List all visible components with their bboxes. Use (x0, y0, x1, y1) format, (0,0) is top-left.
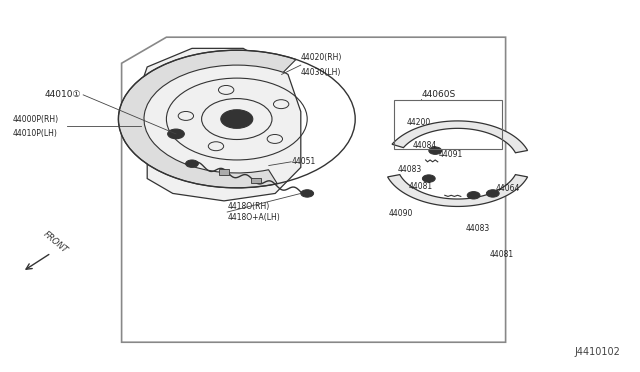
Text: 44084: 44084 (413, 141, 437, 150)
Text: 44060S: 44060S (421, 90, 456, 99)
Circle shape (221, 110, 253, 128)
Text: FRONT: FRONT (42, 230, 69, 255)
Text: 44051: 44051 (291, 157, 316, 166)
Text: 4418O+A(LH): 4418O+A(LH) (227, 213, 280, 222)
Text: 4418O(RH): 4418O(RH) (227, 202, 269, 211)
Text: 44081: 44081 (408, 182, 433, 191)
Text: 44083: 44083 (466, 224, 490, 233)
Text: J4410102: J4410102 (575, 347, 621, 357)
Circle shape (168, 129, 184, 139)
Circle shape (186, 160, 198, 167)
Polygon shape (134, 48, 301, 201)
Text: 44000P(RH): 44000P(RH) (13, 115, 59, 124)
Text: 44091: 44091 (438, 150, 463, 159)
Text: 44010①: 44010① (45, 90, 81, 99)
Circle shape (467, 192, 480, 199)
Circle shape (301, 190, 314, 197)
Polygon shape (392, 121, 527, 153)
Polygon shape (388, 174, 527, 206)
Text: 44064: 44064 (496, 185, 520, 193)
Polygon shape (219, 169, 229, 174)
Text: 44081: 44081 (490, 250, 514, 259)
Circle shape (486, 190, 499, 197)
Text: 44090: 44090 (388, 209, 413, 218)
Text: 44030(LH): 44030(LH) (301, 68, 341, 77)
Text: 44200: 44200 (406, 118, 431, 127)
Text: 44020(RH): 44020(RH) (301, 53, 342, 62)
Text: 44010P(LH): 44010P(LH) (13, 129, 58, 138)
Polygon shape (251, 177, 261, 183)
Wedge shape (118, 50, 296, 188)
Circle shape (429, 147, 442, 154)
Circle shape (422, 175, 435, 182)
Text: 44083: 44083 (398, 165, 422, 174)
